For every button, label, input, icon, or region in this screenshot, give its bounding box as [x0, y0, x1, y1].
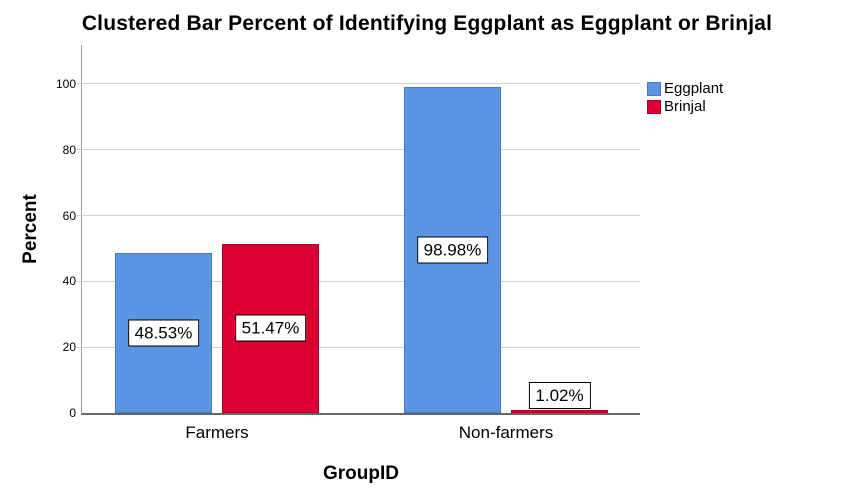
gridline	[77, 346, 640, 348]
plot-area: 0 20 40 60 80 100 48.53% 98.98% 51.47% 1.02% Farme…	[56, 45, 640, 442]
legend-label: Eggplant	[664, 80, 724, 97]
legend: Eggplant Brinjal	[647, 80, 723, 116]
gridline	[77, 149, 640, 151]
legend-swatch-icon	[647, 100, 661, 114]
chart-title: Clustered Bar Percent of Identifying Egg…	[81, 12, 773, 35]
legend-label: Brinjal	[664, 98, 706, 115]
x-category-label-farmers: Farmers	[185, 423, 249, 442]
y-tick-label: 60	[62, 208, 76, 223]
gridline	[77, 280, 640, 282]
x-category-label-non-farmers: Non-farmers	[458, 423, 554, 442]
gridline	[77, 83, 640, 85]
bar-value-label: 1.02%	[528, 381, 591, 409]
bar-value-label: 51.47%	[234, 314, 307, 342]
bar-brinjal-non-farmers	[511, 409, 608, 413]
legend-item-eggplant: Eggplant	[647, 80, 723, 98]
y-tick-label: 0	[69, 406, 76, 420]
y-axis-title: Percent	[20, 194, 41, 264]
bar-value-label: 98.98%	[416, 236, 489, 264]
legend-item-brinjal: Brinjal	[647, 98, 723, 116]
y-tick-label: 100	[55, 76, 76, 91]
y-tick-label: 20	[62, 340, 76, 355]
gridline	[77, 215, 640, 216]
y-tick-label: 40	[62, 274, 76, 289]
legend-swatch-icon	[647, 82, 661, 96]
y-tick-label: 80	[62, 142, 76, 157]
x-axis-title: GroupID	[323, 463, 399, 484]
bar-value-label: 48.53%	[127, 319, 200, 347]
